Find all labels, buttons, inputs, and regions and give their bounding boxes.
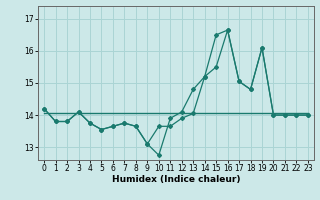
X-axis label: Humidex (Indice chaleur): Humidex (Indice chaleur) [112, 175, 240, 184]
